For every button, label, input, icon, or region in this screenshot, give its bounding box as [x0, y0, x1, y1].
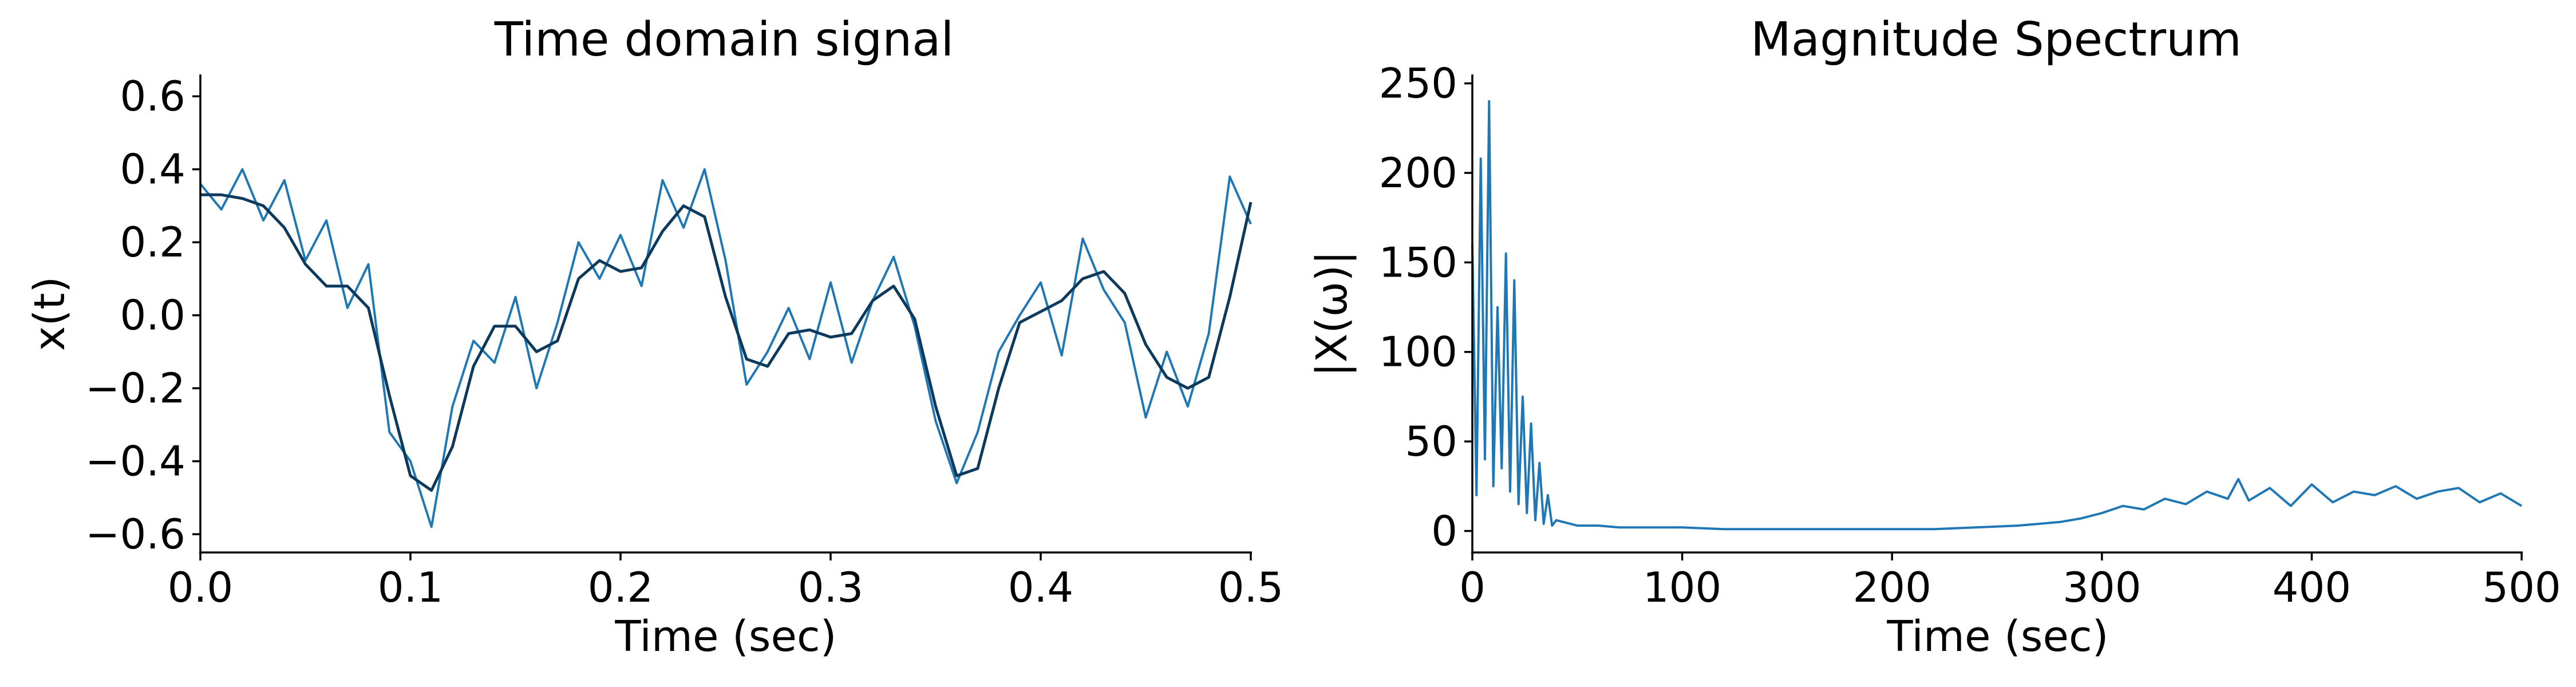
magnitude-spectrum-y-tick-label: 150	[1379, 238, 1457, 286]
time-domain-x-tick-label: 0.3	[798, 563, 864, 611]
time-domain-x-axis-label: Time (sec)	[614, 612, 836, 661]
magnitude-spectrum-x-ticks: 0 100 200 300 400 500	[1459, 552, 2561, 611]
magnitude-spectrum-x-tick-label: 400	[2273, 563, 2351, 611]
time-domain-x-tick-label: 0.0	[168, 563, 234, 611]
time-domain-series-noisy-line	[199, 168, 1252, 528]
time-domain-x-tick-label: 0.1	[378, 563, 444, 611]
magnitude-spectrum-y-ticks: 0 50 100 150 200 250	[1379, 60, 1472, 555]
time-domain-y-tick-label: 0.2	[120, 218, 185, 266]
magnitude-spectrum-title: Magnitude Spectrum	[1751, 13, 2242, 67]
magnitude-spectrum-panel: Magnitude Spectrum 0 50 100 150 200 250 0 100 2…	[1307, 13, 2561, 661]
time-domain-x-tick-label: 0.4	[1008, 563, 1074, 611]
magnitude-spectrum-y-tick-label: 0	[1431, 507, 1457, 555]
time-domain-x-tick-label: 0.5	[1218, 563, 1284, 611]
magnitude-spectrum-x-axis-label: Time (sec)	[1886, 612, 2108, 661]
magnitude-spectrum-plot-area	[1471, 100, 2523, 531]
time-domain-panel: Time domain signal −0.6 −0.4 −0.2 0.0 0.2 0.4…	[25, 13, 1283, 661]
magnitude-spectrum-y-axis-label: |X(ω)|	[1307, 251, 1357, 377]
time-domain-y-ticks: −0.6 −0.4 −0.2 0.0 0.2 0.4 0.6	[85, 72, 200, 558]
time-domain-plot-area	[199, 168, 1253, 528]
magnitude-spectrum-x-tick-label: 200	[1852, 563, 1931, 611]
time-domain-x-tick-label: 0.2	[588, 563, 654, 611]
time-domain-title: Time domain signal	[494, 13, 954, 67]
time-domain-y-tick-label: 0.0	[120, 291, 185, 339]
time-domain-y-tick-label: −0.2	[85, 364, 185, 412]
time-domain-x-ticks: 0.0 0.1 0.2 0.3 0.4 0.5	[168, 552, 1284, 611]
magnitude-spectrum-y-tick-label: 200	[1379, 149, 1457, 197]
time-domain-series-smooth-line	[200, 193, 1253, 492]
time-domain-y-tick-label: −0.6	[85, 510, 185, 558]
magnitude-spectrum-series-signal-line	[1471, 100, 2523, 531]
time-domain-y-axis-label: x(t)	[25, 277, 74, 352]
time-domain-y-tick-label: 0.4	[120, 145, 185, 194]
time-domain-y-tick-label: −0.4	[85, 437, 185, 485]
magnitude-spectrum-x-tick-label: 500	[2482, 563, 2561, 611]
magnitude-spectrum-x-tick-label: 300	[2063, 563, 2141, 611]
magnitude-spectrum-y-tick-label: 100	[1379, 328, 1457, 376]
time-domain-y-tick-label: 0.6	[120, 72, 185, 120]
magnitude-spectrum-y-tick-label: 50	[1405, 417, 1457, 465]
magnitude-spectrum-x-tick-label: 0	[1459, 563, 1485, 611]
magnitude-spectrum-y-tick-label: 250	[1379, 60, 1457, 108]
magnitude-spectrum-x-tick-label: 100	[1643, 563, 1721, 611]
